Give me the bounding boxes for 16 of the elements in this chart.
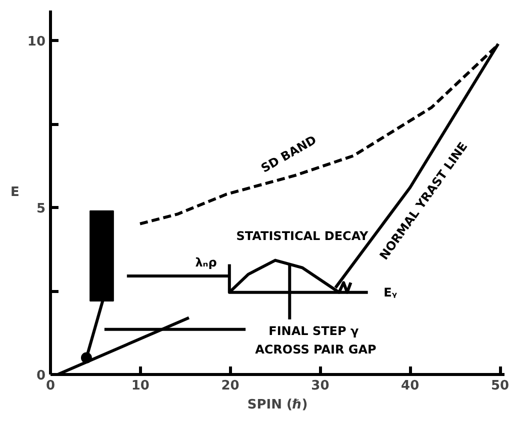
annotation: Eᵧ: [384, 286, 398, 300]
x-tick-label: 10: [131, 378, 150, 394]
y-axis-title: E: [10, 185, 20, 200]
y-tick-label: 0: [36, 368, 46, 384]
x-tick-label: 30: [311, 378, 330, 394]
annotation: λₙρ: [195, 256, 218, 270]
x-axis-title: SPIN (ℏ): [247, 398, 308, 412]
annotation: STATISTICAL DECAY: [236, 228, 368, 243]
annotation: ACROSS PAIR GAP: [255, 342, 377, 356]
y-tick-label: 5: [36, 202, 46, 217]
x-tick-label: 50: [490, 378, 510, 394]
x-tick-label: 40: [401, 378, 420, 394]
annotation: FINAL STEP γ: [268, 324, 359, 338]
x-tick-label: 0: [46, 378, 56, 394]
x-tick-label: 20: [221, 378, 240, 394]
y-tick-label: 10: [27, 34, 46, 50]
